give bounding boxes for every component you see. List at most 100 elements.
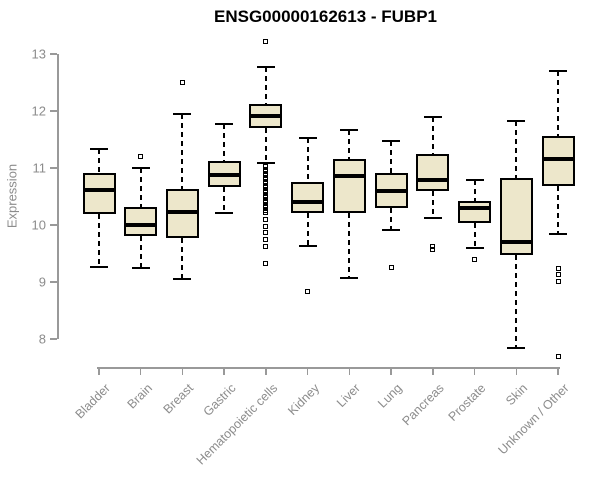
- y-axis-tick: [50, 53, 57, 55]
- median-line: [166, 210, 198, 215]
- median-line: [83, 188, 115, 193]
- box-iqr: [82, 173, 116, 215]
- lower-whisker-cap: [173, 278, 192, 281]
- x-tick-label: Lung: [375, 381, 406, 411]
- x-axis-tick: [223, 367, 225, 375]
- lower-whisker-cap: [256, 161, 275, 164]
- lower-whisker-cap: [382, 229, 401, 232]
- lower-whisker: [557, 186, 560, 234]
- outlier-point: [555, 353, 561, 359]
- x-tick-label: Bladder: [72, 381, 113, 422]
- box-iqr: [291, 181, 325, 214]
- box-iqr: [541, 136, 575, 187]
- chart-title: ENSG00000162613 - FUBP1: [213, 7, 438, 26]
- lower-whisker: [348, 213, 351, 278]
- outlier-point: [555, 265, 561, 271]
- outlier-point: [263, 230, 269, 236]
- upper-whisker: [181, 114, 184, 190]
- median-line: [125, 223, 157, 227]
- upper-whisker: [515, 121, 518, 179]
- lower-whisker-cap: [131, 267, 150, 270]
- upper-whisker-cap: [173, 113, 192, 116]
- outlier-point: [430, 243, 436, 249]
- upper-whisker-cap: [131, 167, 150, 169]
- outlier-point: [138, 153, 144, 159]
- lower-whisker: [390, 207, 393, 231]
- lower-whisker: [98, 214, 100, 267]
- y-tick-label: 11: [32, 160, 47, 176]
- x-axis-tick: [181, 367, 184, 375]
- x-tick-label: Skin: [503, 381, 531, 409]
- upper-whisker-cap: [549, 70, 568, 73]
- outlier-point: [263, 190, 269, 195]
- lower-whisker: [306, 213, 309, 247]
- outlier-point: [555, 278, 561, 284]
- box-iqr: [124, 206, 158, 237]
- upper-whisker: [431, 117, 434, 154]
- median-line: [375, 188, 407, 193]
- outlier-point: [263, 169, 269, 175]
- upper-whisker: [264, 66, 267, 105]
- y-axis-tick: [50, 110, 57, 112]
- x-tick-label: Hematopoietic cells: [193, 381, 280, 468]
- lower-whisker-cap: [298, 245, 317, 248]
- upper-whisker: [348, 129, 351, 160]
- outlier-point: [472, 257, 478, 263]
- lower-whisker: [181, 238, 184, 280]
- y-tick-label: 9: [38, 274, 46, 290]
- lower-whisker: [431, 190, 434, 219]
- x-axis-tick: [390, 367, 392, 375]
- box-iqr: [458, 201, 492, 223]
- x-tick-label: Kidney: [284, 381, 322, 418]
- upper-whisker: [223, 124, 226, 161]
- lower-whisker: [139, 236, 142, 269]
- median-line: [333, 173, 365, 178]
- outlier-point: [179, 80, 185, 85]
- lower-whisker-cap: [340, 277, 359, 279]
- median-line: [250, 113, 282, 118]
- upper-whisker-cap: [215, 123, 234, 126]
- outlier-point: [263, 200, 269, 206]
- lower-whisker-cap: [507, 346, 526, 349]
- y-tick-label: 13: [31, 46, 46, 62]
- upper-whisker: [306, 137, 309, 182]
- x-axis-tick: [306, 367, 309, 375]
- outlier-point: [263, 260, 269, 266]
- lower-whisker: [223, 186, 226, 214]
- y-axis-tick: [50, 338, 57, 340]
- lower-whisker: [515, 255, 518, 348]
- outlier-point: [263, 216, 269, 222]
- x-axis-tick: [98, 367, 100, 375]
- y-axis-tick: [50, 167, 57, 169]
- y-tick-label: 8: [38, 331, 46, 347]
- upper-whisker: [139, 168, 142, 207]
- x-axis-tick: [348, 367, 351, 375]
- lower-whisker-cap: [549, 232, 568, 235]
- x-tick-label: Breast: [160, 381, 197, 417]
- upper-whisker-cap: [507, 120, 526, 123]
- x-tick-label: Liver: [334, 381, 364, 411]
- x-axis-tick: [139, 367, 142, 375]
- x-axis-line: [97, 367, 561, 369]
- median-line: [417, 177, 449, 182]
- median-line: [208, 172, 240, 177]
- x-axis-tick: [515, 367, 518, 375]
- outlier-point: [263, 243, 269, 249]
- upper-whisker: [473, 179, 476, 202]
- outlier-point: [388, 265, 394, 271]
- y-tick-label: 12: [31, 103, 46, 119]
- y-axis-tick: [50, 281, 57, 283]
- upper-whisker-cap: [465, 178, 484, 181]
- box-iqr: [332, 159, 366, 214]
- outlier-point: [430, 247, 436, 252]
- lower-whisker: [473, 222, 476, 249]
- outlier-point: [263, 184, 269, 190]
- median-line: [500, 240, 532, 245]
- upper-whisker: [390, 141, 393, 174]
- x-tick-label: Brain: [124, 381, 155, 412]
- outlier-point: [263, 209, 269, 215]
- x-axis-tick: [265, 367, 267, 375]
- lower-whisker-cap: [465, 247, 484, 250]
- y-tick-label: 10: [31, 217, 46, 233]
- lower-whisker-cap: [90, 265, 108, 268]
